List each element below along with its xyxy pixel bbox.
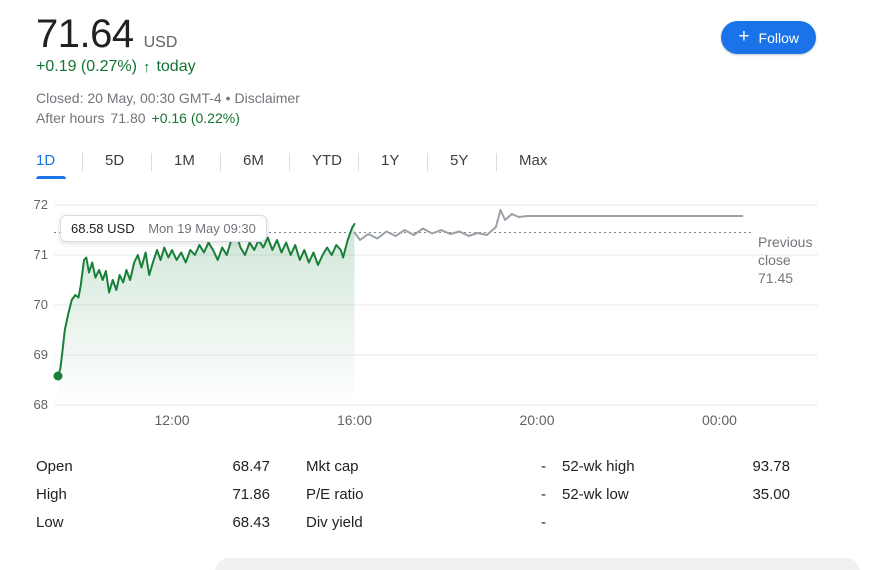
tab-1y[interactable]: 1Y	[381, 146, 427, 179]
tab-divider	[358, 153, 359, 171]
stat-label: High	[36, 485, 67, 503]
y-axis-label: 70	[34, 297, 48, 312]
follow-button[interactable]: + Follow	[721, 21, 816, 54]
follow-label: Follow	[758, 29, 799, 46]
stat-value: -	[541, 485, 546, 503]
stat-value: 93.78	[752, 457, 790, 475]
tab-ytd[interactable]: YTD	[312, 146, 358, 179]
y-axis-label: 72	[34, 197, 48, 212]
x-axis-label: 12:00	[155, 412, 190, 428]
stat-value: 68.43	[232, 513, 270, 531]
stat-value: -	[541, 513, 546, 531]
price-change-row: +0.19 (0.27%) ↑ today	[36, 58, 300, 76]
start-point-dot	[53, 371, 63, 381]
x-axis-label: 16:00	[337, 412, 372, 428]
stat-label: Mkt cap	[306, 457, 359, 475]
tab-divider	[496, 153, 497, 171]
stat-div-yield: Div yield -	[306, 508, 546, 536]
stat-label: 52-wk low	[562, 485, 629, 503]
tab-label: 5Y	[450, 152, 469, 169]
market-status-text: Closed: 20 May, 00:30 GMT-4 •	[36, 90, 231, 106]
previous-close-label: Previous close 71.45	[758, 233, 824, 287]
tab-divider	[427, 153, 428, 171]
stock-header: 71.64 USD +0.19 (0.27%) ↑ today Closed: …	[36, 12, 300, 126]
tab-max[interactable]: Max	[519, 146, 565, 179]
tab-label: 1M	[174, 152, 195, 169]
stats-column: 52-wk high 93.78 52-wk low 35.00	[562, 452, 790, 536]
price-row: 71.64 USD	[36, 12, 300, 56]
previous-close-text: Previous close	[758, 234, 813, 268]
current-price: 71.64	[36, 12, 134, 56]
stat-value: 68.47	[232, 457, 270, 475]
tab-1d[interactable]: 1D	[36, 146, 82, 179]
tab-divider	[151, 153, 152, 171]
stat-low: Low 68.43	[36, 508, 270, 536]
x-axis-label: 20:00	[519, 412, 554, 428]
y-axis-label: 71	[34, 247, 48, 262]
tab-6m[interactable]: 6M	[243, 146, 289, 179]
stat-label: Div yield	[306, 513, 363, 531]
tab-label: 5D	[105, 152, 125, 169]
tab-divider	[289, 153, 290, 171]
arrow-up-icon: ↑	[142, 58, 151, 76]
stat-label: Low	[36, 513, 64, 531]
tooltip-price: 68.58 USD	[71, 221, 135, 236]
x-axis-label: 00:00	[702, 412, 737, 428]
tooltip-datetime: Mon 19 May 09:30	[148, 221, 256, 236]
tab-label: 1D	[36, 152, 56, 169]
stat-p-e-ratio: P/E ratio -	[306, 480, 546, 508]
stats-column: Open 68.47 High 71.86 Low 68.43	[36, 452, 270, 536]
series-after-hours	[353, 209, 744, 241]
plus-icon: +	[738, 26, 750, 47]
stat-label: Open	[36, 457, 73, 475]
after-hours-price: 71.80	[110, 110, 146, 126]
chart-tooltip: 68.58 USD Mon 19 May 09:30	[60, 215, 267, 242]
y-axis-label: 68	[34, 397, 48, 412]
after-hours-label: After hours	[36, 110, 105, 126]
y-axis-label: 69	[34, 347, 48, 362]
chart-range-tabs: 1D 5D 1M 6M YTD 1Y 5Y Max	[36, 146, 565, 179]
price-chart[interactable]: 68 69 70 71 72 12:00 16:00 20:00 00:00 68.58 USD…	[30, 193, 842, 438]
series-regular-session	[57, 223, 356, 377]
stat-mkt-cap: Mkt cap -	[306, 452, 546, 480]
after-hours-row: After hours 71.80 +0.16 (0.22%)	[36, 110, 300, 126]
stat-open: Open 68.47	[36, 452, 270, 480]
stat-value: 71.86	[232, 485, 270, 503]
tab-label: YTD	[312, 152, 342, 169]
stat-label: P/E ratio	[306, 485, 364, 503]
tab-divider	[220, 153, 221, 171]
area-fill	[58, 224, 355, 405]
stat-52-wk-low: 52-wk low 35.00	[562, 480, 790, 508]
tab-1m[interactable]: 1M	[174, 146, 220, 179]
currency-label: USD	[143, 34, 178, 51]
active-tab-underline	[36, 176, 66, 179]
tab-divider	[82, 153, 83, 171]
market-status-row: Closed: 20 May, 00:30 GMT-4 • Disclaimer	[36, 90, 300, 106]
disclaimer-link[interactable]: Disclaimer	[234, 90, 300, 106]
change-period: today	[156, 58, 196, 75]
next-card-top-edge	[215, 558, 860, 570]
stat-value: 35.00	[752, 485, 790, 503]
tab-label: Max	[519, 152, 548, 169]
tab-label: 6M	[243, 152, 264, 169]
stat-label: 52-wk high	[562, 457, 635, 475]
previous-close-value: 71.45	[758, 270, 794, 286]
stats-table: Open 68.47 High 71.86 Low 68.43 Mkt cap - P/E ra…	[36, 452, 790, 536]
stat-value: -	[541, 457, 546, 475]
stat-52-wk-high: 52-wk high 93.78	[562, 452, 790, 480]
stats-column: Mkt cap - P/E ratio - Div yield -	[306, 452, 546, 536]
stat-high: High 71.86	[36, 480, 270, 508]
chart-svg: 68 69 70 71 72 12:00 16:00 20:00 00:00	[34, 197, 818, 428]
after-hours-change: +0.16 (0.22%)	[151, 110, 240, 126]
tab-5d[interactable]: 5D	[105, 146, 151, 179]
tab-label: 1Y	[381, 152, 400, 169]
price-change: +0.19 (0.27%)	[36, 58, 137, 75]
tab-5y[interactable]: 5Y	[450, 146, 496, 179]
